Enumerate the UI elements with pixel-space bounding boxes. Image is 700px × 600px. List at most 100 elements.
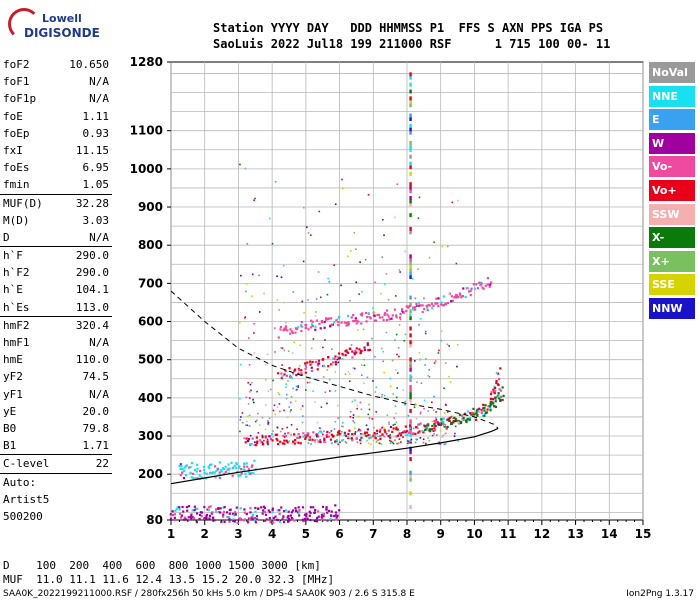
- echo-point: [493, 404, 496, 408]
- echo-point: [182, 510, 185, 513]
- echo-point: [275, 437, 278, 441]
- echo-point: [409, 374, 412, 379]
- echo-point: [380, 292, 382, 295]
- echo-point: [249, 507, 252, 510]
- echo-point: [333, 321, 336, 324]
- echo-point: [423, 425, 426, 428]
- echo-point: [321, 505, 325, 508]
- legend-item: NoVal: [649, 62, 695, 83]
- echo-point: [368, 348, 371, 351]
- echo-point: [334, 420, 337, 423]
- x-tick-label: 11: [500, 527, 517, 541]
- echo-point: [456, 199, 459, 202]
- echo-point: [391, 441, 394, 444]
- echo-point: [263, 436, 266, 439]
- echo-point: [322, 515, 325, 518]
- echo-point: [373, 311, 376, 314]
- echo-point: [298, 510, 301, 513]
- echo-point: [378, 316, 382, 319]
- echo-point: [365, 431, 368, 434]
- echo-point: [343, 431, 346, 434]
- echo-point: [461, 295, 465, 298]
- echo-point: [256, 440, 259, 443]
- echo-point: [202, 465, 206, 468]
- echo-point: [338, 433, 341, 436]
- x-tick-label: 14: [601, 527, 618, 541]
- echo-point: [450, 300, 453, 303]
- echo-point: [353, 427, 356, 430]
- echo-point: [376, 432, 378, 435]
- echo-point: [347, 432, 350, 436]
- echo-point: [290, 409, 292, 411]
- echo-point: [398, 438, 401, 441]
- echo-point: [417, 217, 420, 220]
- echo-point: [251, 273, 254, 276]
- echo-point: [252, 472, 255, 475]
- echo-point: [379, 435, 382, 438]
- echo-point: [409, 419, 412, 424]
- echo-point: [285, 439, 288, 442]
- echo-point: [203, 505, 206, 509]
- echo-point: [307, 299, 309, 301]
- echo-point: [193, 477, 196, 480]
- distance-row: D 100 200 400 600 800 1000 1500 3000 [km…: [3, 559, 321, 572]
- echo-point: [235, 462, 238, 465]
- echo-point: [360, 364, 363, 366]
- echo-point: [330, 510, 333, 513]
- echo-point: [423, 297, 425, 300]
- echo-point: [284, 327, 287, 330]
- echo-point: [329, 390, 331, 392]
- echo-point: [353, 319, 356, 323]
- echo-point: [233, 511, 237, 514]
- echo-point: [217, 507, 220, 510]
- echo-point: [360, 322, 363, 325]
- echo-point: [409, 268, 412, 273]
- echo-point: [274, 413, 276, 416]
- echo-point: [267, 509, 270, 512]
- echo-point: [416, 305, 418, 307]
- echo-point: [290, 433, 292, 436]
- param-row: 500200: [0, 508, 112, 525]
- echo-point: [264, 428, 267, 431]
- echo-point: [248, 397, 251, 399]
- echo-point: [274, 351, 276, 353]
- echo-point: [441, 245, 444, 248]
- y-tick-label: 700: [138, 276, 163, 290]
- echo-point: [386, 414, 389, 416]
- echo-point: [239, 163, 241, 166]
- echo-point: [298, 514, 301, 517]
- echo-point: [344, 350, 347, 353]
- echo-point: [262, 510, 265, 514]
- echo-point: [275, 433, 279, 436]
- echo-point: [339, 441, 341, 444]
- echo-point: [387, 429, 390, 432]
- echo-point: [428, 376, 431, 378]
- echo-point: [307, 439, 310, 441]
- echo-point: [342, 439, 345, 441]
- echo-point: [248, 391, 251, 393]
- echo-point: [344, 373, 347, 375]
- echo-point: [383, 313, 386, 317]
- echo-point: [392, 424, 395, 426]
- echo-point: [440, 301, 443, 304]
- echo-point: [337, 324, 340, 327]
- echo-point: [295, 441, 298, 444]
- echo-point: [290, 511, 294, 514]
- echo-point: [287, 432, 290, 435]
- echo-point: [193, 505, 196, 508]
- echo-point: [267, 420, 269, 423]
- param-row: B1 1.71: [0, 437, 112, 456]
- echo-point: [310, 443, 313, 445]
- echo-point: [417, 268, 419, 270]
- echo-point: [328, 281, 331, 283]
- echo-point: [239, 518, 242, 521]
- echo-point: [354, 431, 357, 433]
- echo-point: [353, 231, 356, 234]
- echo-point: [315, 311, 317, 313]
- echo-point: [457, 421, 461, 425]
- echo-point: [389, 434, 392, 436]
- echo-point: [293, 519, 296, 522]
- echo-point: [178, 506, 181, 509]
- echo-point: [310, 323, 314, 326]
- echo-point: [363, 348, 367, 351]
